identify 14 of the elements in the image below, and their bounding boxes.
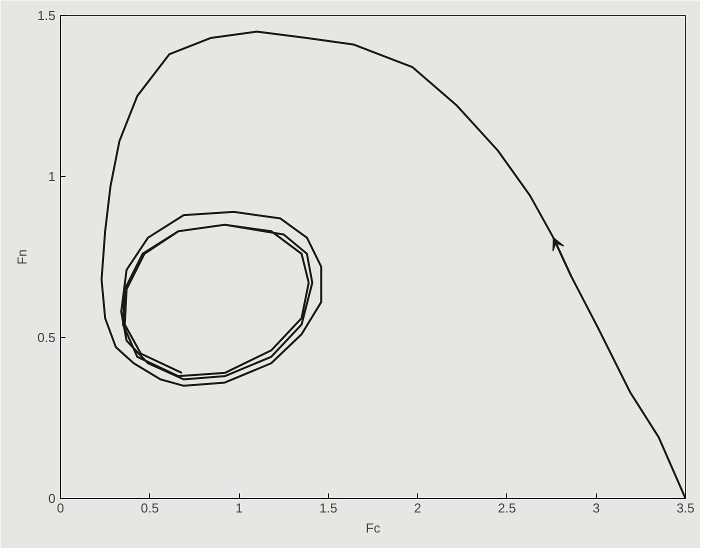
y-tick-label: 1.5 — [37, 8, 56, 23]
x-axis-title: Fc — [366, 520, 381, 536]
x-tick-label: 3.5 — [676, 500, 695, 516]
x-tick-label: 1.5 — [319, 500, 338, 516]
line-series — [100, 30, 686, 498]
x-tick-label: 3 — [592, 500, 600, 516]
y-tick-label: 0 — [48, 491, 56, 506]
x-tick-label: 2 — [414, 500, 422, 516]
x-tick-label: 1 — [235, 500, 243, 516]
x-tick-label: 0.5 — [140, 500, 159, 516]
y-axis-title: Fn — [14, 249, 30, 265]
y-tick-label: 0.5 — [37, 330, 56, 345]
y-tick-label: 1 — [48, 169, 56, 184]
x-tick-label: 2.5 — [498, 500, 516, 516]
